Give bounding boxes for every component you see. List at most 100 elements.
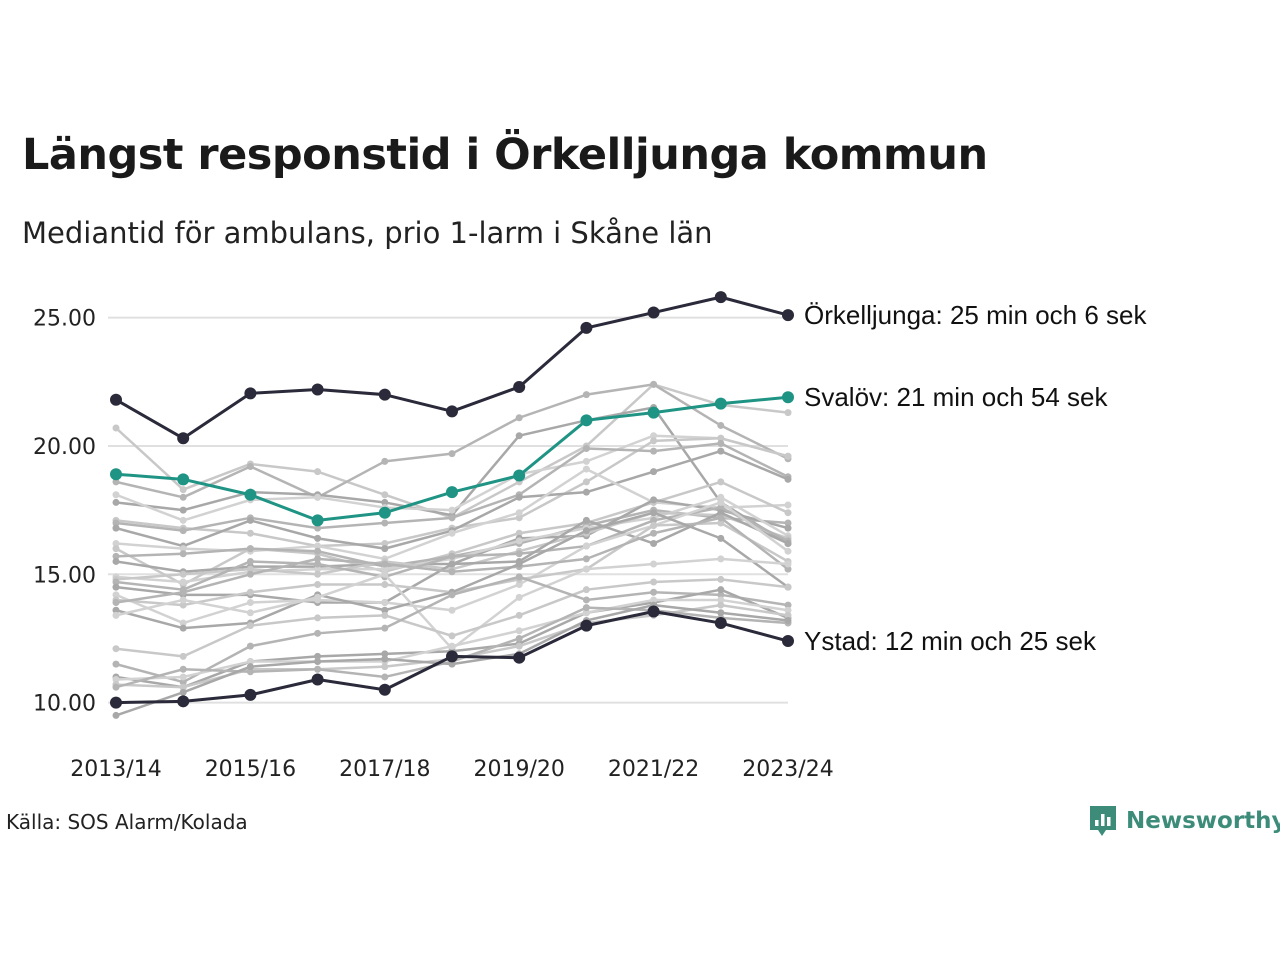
background-point — [179, 665, 187, 673]
background-point — [314, 665, 322, 673]
background-point — [784, 611, 792, 619]
series-point-svalov — [177, 473, 190, 486]
series-labels: Örkelljunga: 25 min och 6 sek Svalöv: 21 … — [804, 300, 1148, 656]
series-point-orkelljunga — [580, 321, 593, 334]
background-point — [650, 516, 658, 524]
background-point — [582, 465, 590, 473]
background-point — [314, 560, 322, 568]
background-point — [717, 478, 725, 486]
background-point — [179, 688, 187, 696]
x-tick-label: 2019/20 — [473, 757, 564, 782]
background-point — [112, 645, 120, 653]
background-point — [112, 524, 120, 532]
chart-subtitle: Mediantid för ambulans, prio 1-larm i Sk… — [22, 216, 713, 250]
background-point — [784, 606, 792, 614]
background-point — [650, 432, 658, 440]
background-point — [381, 599, 389, 607]
background-point — [515, 560, 523, 568]
source-note: Källa: SOS Alarm/Kolada — [6, 810, 248, 834]
background-point — [650, 529, 658, 537]
series-point-svalov — [647, 406, 660, 419]
background-point — [112, 545, 120, 553]
background-point — [717, 439, 725, 447]
x-tick-label: 2013/14 — [70, 757, 161, 782]
series-point-ystad — [714, 617, 727, 630]
background-point — [650, 588, 658, 596]
series-point-svalov — [580, 414, 593, 427]
background-point — [717, 591, 725, 599]
background-point — [448, 529, 456, 537]
series-point-ystad — [446, 650, 458, 663]
background-point — [314, 614, 322, 622]
background-point — [381, 581, 389, 589]
background-point — [246, 545, 254, 553]
background-point — [179, 673, 187, 681]
background-point — [381, 611, 389, 619]
series-point-svalov — [110, 468, 122, 481]
series-point-orkelljunga — [714, 291, 727, 304]
background-point — [381, 539, 389, 547]
background-point — [179, 570, 187, 578]
background-point — [112, 519, 120, 527]
background-point — [448, 552, 456, 560]
background-point — [314, 652, 322, 660]
background-point — [784, 539, 792, 547]
background-point — [582, 478, 590, 486]
background-point — [381, 545, 389, 553]
background-point — [515, 432, 523, 440]
background-point — [784, 452, 792, 460]
background-point — [784, 501, 792, 509]
series-label-svalov: Svalöv: 21 min och 54 sek — [804, 382, 1108, 412]
background-point — [179, 619, 187, 627]
background-point — [582, 596, 590, 604]
background-point — [381, 655, 389, 663]
background-point — [179, 545, 187, 553]
background-point — [112, 583, 120, 591]
background-series-line — [115, 383, 789, 499]
background-point — [448, 506, 456, 514]
background-point — [784, 565, 792, 573]
background-point — [246, 516, 254, 524]
background-point — [582, 488, 590, 496]
background-point — [784, 409, 792, 417]
background-point — [381, 570, 389, 578]
background-point — [582, 516, 590, 524]
background-point — [179, 527, 187, 535]
background-point — [246, 557, 254, 565]
background-point — [112, 591, 120, 599]
background-point — [112, 683, 120, 691]
background-point — [515, 414, 523, 422]
series-point-ystad — [647, 605, 660, 618]
background-point — [717, 519, 725, 527]
background-point — [717, 447, 725, 455]
background-point — [515, 627, 523, 635]
background-point — [448, 560, 456, 568]
background-point — [515, 642, 523, 650]
background-point — [717, 586, 725, 594]
background-point — [246, 609, 254, 617]
background-point — [448, 591, 456, 599]
background-point — [717, 555, 725, 563]
background-point — [314, 581, 322, 589]
series-point-orkelljunga — [110, 393, 122, 406]
background-point — [179, 506, 187, 514]
background-point — [650, 468, 658, 476]
y-tick-label: 20.00 — [33, 435, 96, 460]
background-point — [650, 522, 658, 530]
background-point — [650, 596, 658, 604]
background-point — [381, 663, 389, 671]
background-point — [650, 380, 658, 388]
background-point — [448, 632, 456, 640]
background-point — [112, 491, 120, 499]
background-point — [381, 560, 389, 568]
background-point — [650, 539, 658, 547]
background-point — [717, 421, 725, 429]
series-point-svalov — [513, 469, 526, 482]
background-point — [381, 650, 389, 658]
series-point-ystad — [110, 696, 122, 709]
background-point — [112, 552, 120, 560]
background-point — [179, 601, 187, 609]
background-point — [381, 606, 389, 614]
background-point — [314, 565, 322, 573]
